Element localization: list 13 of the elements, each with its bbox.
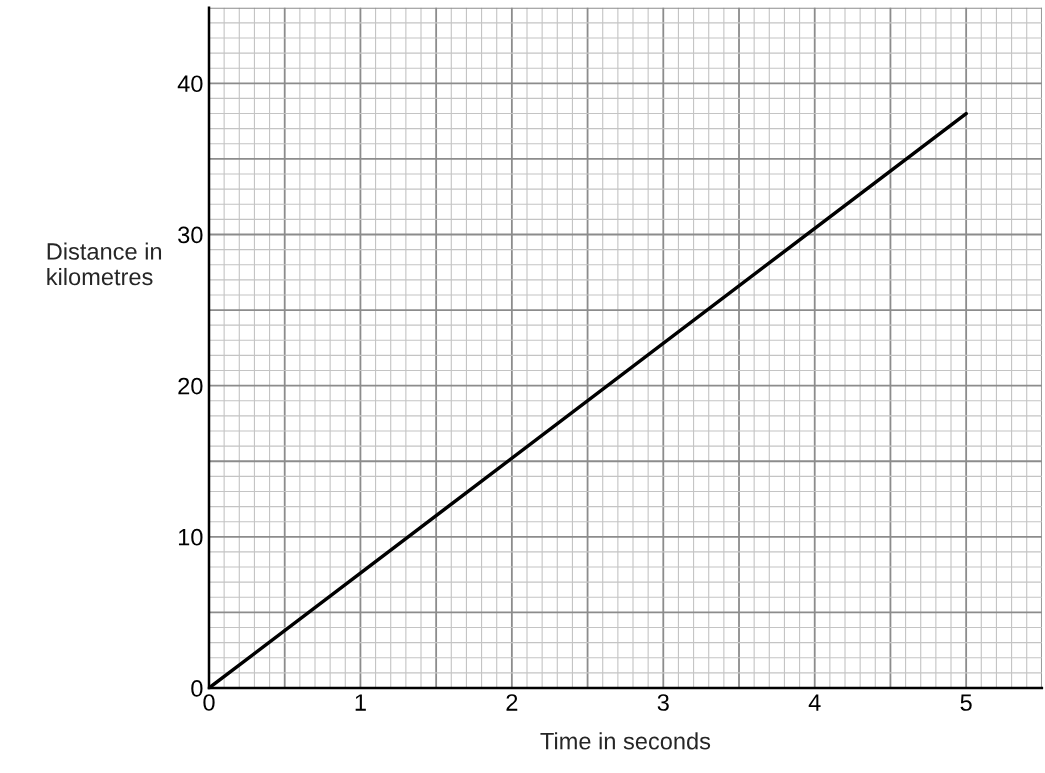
x-tick-label: 3 [657,694,669,711]
y-tick-label: 10 [178,528,203,546]
x-axis-title: Time in seconds [540,732,711,750]
y-tick-label: 30 [178,226,203,244]
y-tick-label: 20 [178,377,203,395]
x-tick-label: 5 [960,694,972,711]
x-tick-label: 1 [355,694,366,711]
x-tick-label: 4 [808,694,821,711]
y-tick-label: 0 [191,680,203,697]
y-tick-label: 40 [177,75,203,93]
x-tick-label: 2 [506,694,518,711]
y-axis-title: Distance in kilometres [47,242,162,286]
x-tick-label: 0 [203,694,215,711]
